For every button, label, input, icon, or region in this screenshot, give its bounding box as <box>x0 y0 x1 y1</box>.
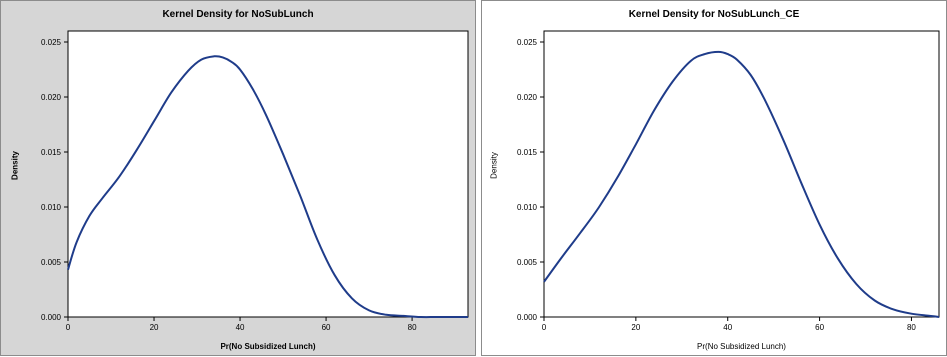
x-tick-label: 80 <box>408 323 417 332</box>
y-tick-label: 0.010 <box>517 203 538 212</box>
x-tick-label: 20 <box>150 323 159 332</box>
x-tick-label: 40 <box>236 323 245 332</box>
x-tick-label: 60 <box>322 323 331 332</box>
x-tick-label: 20 <box>631 323 640 332</box>
y-tick-label: 0.000 <box>517 313 538 322</box>
x-tick-label: 40 <box>723 323 732 332</box>
plot-frame <box>67 30 469 318</box>
plot-area: 0.000 0.005 0.010 0.015 0.020 0.025 0 20 40 60 80 <box>41 30 469 332</box>
x-tick-label: 60 <box>815 323 824 332</box>
y-tick-label: 0.005 <box>41 258 62 267</box>
y-tick-label: 0.015 <box>41 148 62 157</box>
x-axis-label: Pr(No Subsidized Lunch) <box>697 342 786 351</box>
y-tick-label: 0.010 <box>41 203 62 212</box>
density-curve <box>67 55 468 319</box>
y-tick-label: 0.025 <box>41 38 62 47</box>
y-tick-label: 0.015 <box>517 148 538 157</box>
y-tick-label: 0.000 <box>41 313 62 322</box>
density-curve <box>543 50 940 318</box>
y-tick-label: 0.020 <box>41 93 62 102</box>
x-axis-label: Pr(No Subsidized Lunch) <box>220 342 316 351</box>
y-tick-label: 0.025 <box>517 38 538 47</box>
y-tick-label: 0.005 <box>517 258 538 267</box>
kernel-density-chart-left: Kernel Density for NoSubLunch Density Pr… <box>0 0 476 356</box>
kernel-density-chart-right: Kernel Density for NoSubLunch_CE Density… <box>481 0 947 356</box>
plot-frame <box>543 30 940 318</box>
plot-area: 0.000 0.005 0.010 0.015 0.020 0.025 0 20 40 60 80 <box>517 30 940 332</box>
chart-title: Kernel Density for NoSubLunch <box>162 9 314 20</box>
x-tick-label: 0 <box>66 323 71 332</box>
chart-title: Kernel Density for NoSubLunch_CE <box>628 9 800 20</box>
y-tick-label: 0.020 <box>517 93 538 102</box>
x-tick-label: 80 <box>907 323 916 332</box>
x-tick-label: 0 <box>542 323 547 332</box>
